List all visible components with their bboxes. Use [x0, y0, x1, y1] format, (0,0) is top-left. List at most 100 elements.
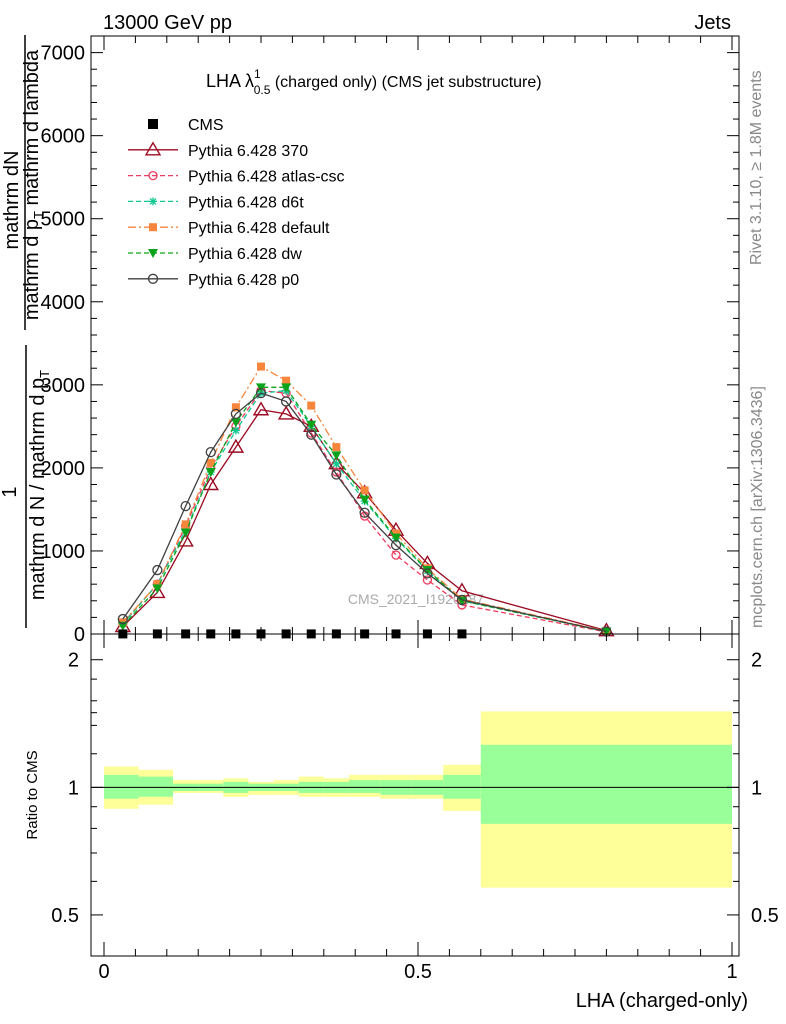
marker-star — [332, 459, 341, 468]
ratio-bands — [104, 711, 732, 888]
marker-filled-triangle-down — [281, 383, 292, 393]
ratio-inner-band — [480, 744, 732, 824]
ratio-y-tick-label: 0.5 — [51, 905, 79, 927]
y-label-numerator: mathrm dN — [1, 151, 23, 250]
marker-open-circle — [306, 429, 317, 440]
main-plot: 0 1000 2000 3000 4000 5000 6000 7000 CMS_2021_I… — [41, 35, 740, 646]
ratio-x-ticks: 0 0.5 1 — [98, 634, 738, 983]
series-dw — [117, 383, 612, 637]
ratio-inner-band — [443, 774, 481, 799]
legend-entry-atlas: Pythia 6.428 atlas-csc — [128, 169, 345, 186]
ratio-plot-frame — [90, 633, 740, 957]
legend-label: Pythia 6.428 dw — [188, 246, 302, 263]
marker-open-circle — [148, 170, 158, 181]
marker-open-circle — [391, 550, 401, 560]
y-label-top2: mathrm d p — [21, 219, 43, 320]
marker-filled-square — [360, 486, 369, 495]
marker-filled-triangle-down — [256, 383, 266, 393]
marker-filled-square — [282, 376, 291, 385]
marker-open-triangle — [252, 401, 270, 416]
marker-open-circle — [280, 396, 292, 407]
marker-filled-square — [332, 443, 341, 452]
chart-title-rest: (charged only) (CMS jet substructure) — [270, 74, 541, 91]
ratio-y-tick-label: 1 — [68, 777, 79, 799]
main-y-tick-label: 6000 — [41, 126, 86, 148]
ratio-inner-band — [348, 780, 381, 793]
marker-filled-triangle-down — [306, 420, 317, 430]
marker-open-circle — [422, 568, 433, 579]
x-tick-label: 0 — [98, 961, 109, 983]
marker-filled-square — [181, 520, 190, 529]
ratio-inner-band — [138, 776, 174, 797]
x-axis-label: LHA (charged-only) — [576, 990, 748, 1012]
ratio-y-tick-label-right: 0.5 — [751, 905, 779, 927]
legend-label: Pythia 6.428 p0 — [188, 272, 299, 289]
marker-filled-square — [257, 362, 265, 371]
legend: CMS Pythia 6.428 370 Pythia 6.428 atlas-cs… — [128, 117, 345, 289]
y-label-one: 1 — [0, 486, 21, 497]
legend-label: Pythia 6.428 atlas-csc — [188, 169, 345, 186]
marker-open-triangle — [227, 438, 245, 453]
marker-filled-triangle-down — [456, 596, 467, 606]
marker-open-circle — [390, 539, 402, 551]
main-y-axis-label: 1 mathrm dN mathrm d pT mathrm d lambda … — [0, 35, 52, 628]
y-label-bottom-text: mathrm d N / mathrm d p — [27, 378, 49, 600]
marker-filled-triangle-down — [148, 249, 158, 258]
ratio-y-tick-label: 2 — [68, 650, 79, 672]
marker-filled-square — [153, 580, 162, 589]
legend-label: Pythia 6.428 d6t — [188, 194, 304, 211]
marker-filled-triangle-down — [180, 528, 191, 538]
marker-filled-triangle-down — [230, 418, 241, 428]
marker-open-circle — [456, 594, 468, 606]
marker-filled-triangle-down — [117, 621, 128, 631]
ratio-y-ticks: 0.5 0.5 1 1 2 2 — [51, 650, 779, 927]
marker-open-triangle — [149, 584, 166, 599]
series-line-p0 — [122, 392, 607, 633]
marker-open-circle — [422, 575, 433, 585]
y-label-denominator: mathrm d pT mathrm d lambda — [21, 49, 46, 320]
marker-filled-triangle-down — [601, 627, 612, 637]
ratio-y-tick-label-right: 1 — [751, 777, 762, 799]
mcplots-label: mcplots.cern.ch [arXiv:1306.3436] — [749, 386, 766, 628]
ratio-y-label: Ratio to CMS — [24, 750, 41, 839]
legend-entry-default: Pythia 6.428 default — [128, 220, 330, 237]
marker-filled-square — [231, 403, 240, 412]
y-label-bottom: mathrm d N / mathrm d pT — [27, 370, 52, 600]
ratio-y-tick-label-right: 2 — [751, 650, 762, 672]
series-line-atlas — [122, 389, 607, 633]
marker-open-circle — [230, 408, 242, 420]
marker-filled-triangle-down — [391, 533, 402, 543]
y-label-top3: mathrm d lambda — [21, 49, 43, 211]
chart-title: LHA λ1 0.5 (charged only) (CMS jet substr… — [206, 67, 542, 97]
legend-entry-d6t: Pythia 6.428 d6t — [128, 194, 304, 211]
marker-open-circle — [117, 613, 128, 625]
legend-label: Pythia 6.428 default — [188, 220, 330, 237]
legend-entry-cms: CMS — [148, 117, 224, 134]
process-label: Jets — [694, 12, 731, 34]
y-label-bottom-sub: T — [37, 370, 52, 378]
legend-entry-p370: Pythia 6.428 370 — [128, 141, 308, 160]
marker-star — [149, 197, 157, 206]
marker-open-triangle — [202, 476, 219, 491]
marker-open-circle — [331, 469, 342, 480]
chart-title-sup: 1 — [254, 67, 261, 81]
legend-entry-dw: Pythia 6.428 dw — [128, 246, 302, 263]
marker-filled-triangle-down — [152, 584, 163, 594]
main-y-tick-label: 2000 — [41, 458, 86, 480]
marker-filled-square — [149, 223, 157, 232]
chart-title-main: LHA λ — [206, 71, 254, 91]
series-line-d6t — [122, 389, 607, 633]
watermark: CMS_2021_I1920187 — [348, 591, 484, 607]
marker-filled-triangle-down — [422, 566, 433, 576]
series-line-default — [122, 365, 607, 632]
marker-filled-triangle-down — [359, 495, 370, 505]
x-tick-label: 0.5 — [404, 961, 432, 983]
energy-label: 13000 GeV pp — [103, 12, 232, 34]
marker-filled-square — [392, 529, 401, 538]
chart-title-sub: 0.5 — [254, 83, 271, 97]
series-layer — [114, 362, 615, 637]
marker-open-circle — [205, 446, 216, 458]
marker-open-circle — [359, 507, 370, 518]
marker-star — [231, 426, 240, 435]
